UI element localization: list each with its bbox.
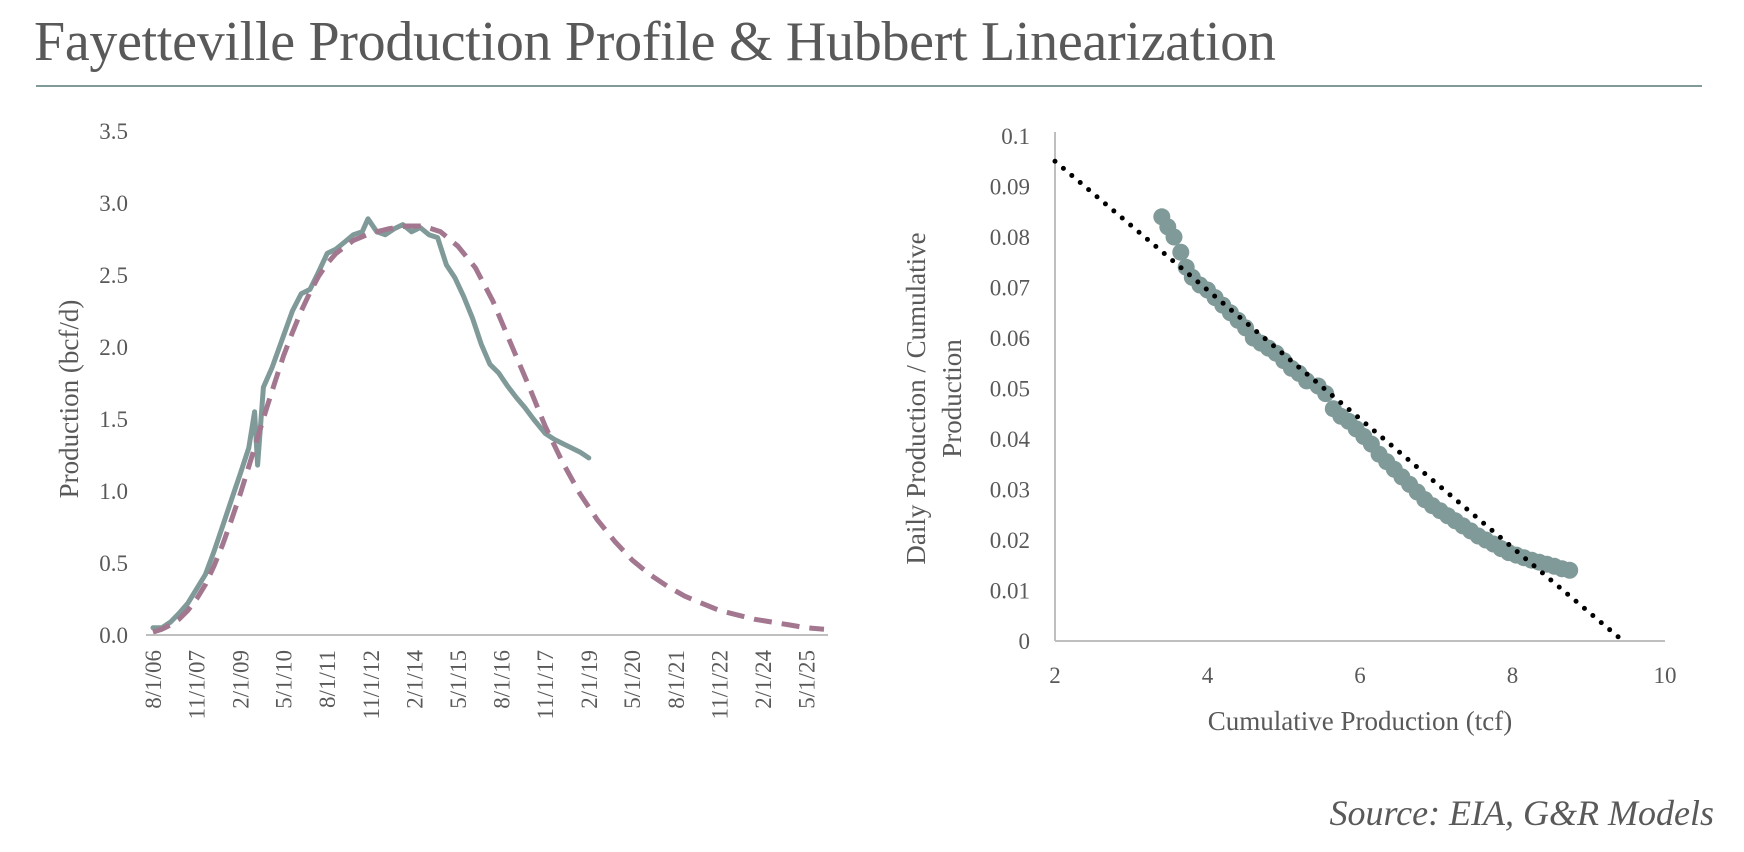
- production-x-tick-label: 5/1/25: [794, 650, 819, 709]
- hubbert-x-tick-label: 6: [1354, 663, 1366, 688]
- hubbert-y-tick-label: 0.07: [990, 276, 1030, 301]
- source-note: Source: EIA, G&R Models: [1329, 793, 1714, 833]
- production-x-tick-label: 8/1/11: [315, 650, 340, 708]
- hubbert-y-tick-label: 0.04: [990, 427, 1031, 452]
- production-x-tick-label: 11/1/07: [185, 650, 210, 719]
- production-model-line: [152, 223, 825, 635]
- production-profile-chart: 0.0 0.5 1.0 1.5 2.0 2.5 3.0 3.5 8/1/06 11/1/07 2/1…: [54, 119, 828, 719]
- production-y-tick-label: 0.0: [99, 623, 128, 648]
- hubbert-data-point: [1165, 228, 1183, 246]
- production-x-tick-label: 2/1/14: [403, 650, 428, 709]
- production-x-tick-label: 8/1/16: [490, 650, 515, 709]
- hubbert-linearization-chart: 0 0.01 0.02 0.03 0.04 0.05 0.06 0.07 0.08 0.09 0.1…: [901, 124, 1677, 736]
- production-y-tick-label: 2.5: [99, 263, 128, 288]
- title-divider: [36, 85, 1702, 87]
- hubbert-data-point: [1561, 561, 1579, 579]
- production-actual-line: [150, 216, 592, 631]
- production-x-tick-label: 5/1/20: [620, 650, 645, 709]
- hubbert-y-tick-label: 0.05: [990, 377, 1030, 402]
- production-y-tick-label: 0.5: [99, 551, 128, 576]
- production-x-tick-label: 2/1/24: [751, 650, 776, 709]
- production-x-tick-label: 5/1/15: [446, 650, 471, 709]
- hubbert-x-tick-label: 4: [1202, 663, 1214, 688]
- production-y-tick-label: 1.0: [99, 479, 128, 504]
- hubbert-y-tick-label: 0.02: [990, 528, 1030, 553]
- hubbert-y-axis-title: Daily Production / Cumulative Production: [901, 232, 967, 564]
- hubbert-x-tick-label: 10: [1654, 663, 1677, 688]
- production-x-tick-label: 11/1/17: [533, 650, 558, 719]
- hubbert-y-tick-label: 0.1: [1001, 124, 1030, 149]
- hubbert-data-point: [1317, 385, 1335, 403]
- hubbert-trendline: [1052, 158, 1626, 644]
- production-x-tick-label: 8/1/06: [141, 650, 166, 709]
- production-x-tick-label: 11/1/12: [359, 650, 384, 719]
- hubbert-y-tick-label: 0.01: [990, 579, 1030, 604]
- production-y-tick-label: 3.0: [99, 191, 128, 216]
- hubbert-y-tick-label: 0.09: [990, 175, 1030, 200]
- production-x-tick-label: 2/1/09: [228, 650, 253, 709]
- production-y-tick-label: 2.0: [99, 335, 128, 360]
- hubbert-x-tick-label: 2: [1049, 663, 1061, 688]
- hubbert-y-tick-label: 0.06: [990, 326, 1030, 351]
- hubbert-y-tick-label: 0.08: [990, 225, 1030, 250]
- production-y-tick-label: 1.5: [99, 407, 128, 432]
- hubbert-x-axis-title: Cumulative Production (tcf): [1208, 706, 1512, 736]
- production-x-tick-label: 2/1/19: [577, 650, 602, 709]
- production-x-tick-label: 11/1/22: [707, 650, 732, 719]
- hubbert-y-tick-label: 0: [1019, 629, 1031, 654]
- production-x-tick-label: 5/1/10: [272, 650, 297, 709]
- page-title: Fayetteville Production Profile & Hubber…: [34, 11, 1276, 73]
- production-y-tick-label: 3.5: [99, 119, 128, 144]
- production-y-axis-title: Production (bcf/d): [54, 300, 84, 499]
- hubbert-data-point: [1172, 243, 1190, 261]
- production-x-tick-label: 8/1/21: [664, 650, 689, 709]
- hubbert-x-tick-label: 8: [1507, 663, 1519, 688]
- hubbert-y-tick-label: 0.03: [990, 478, 1030, 503]
